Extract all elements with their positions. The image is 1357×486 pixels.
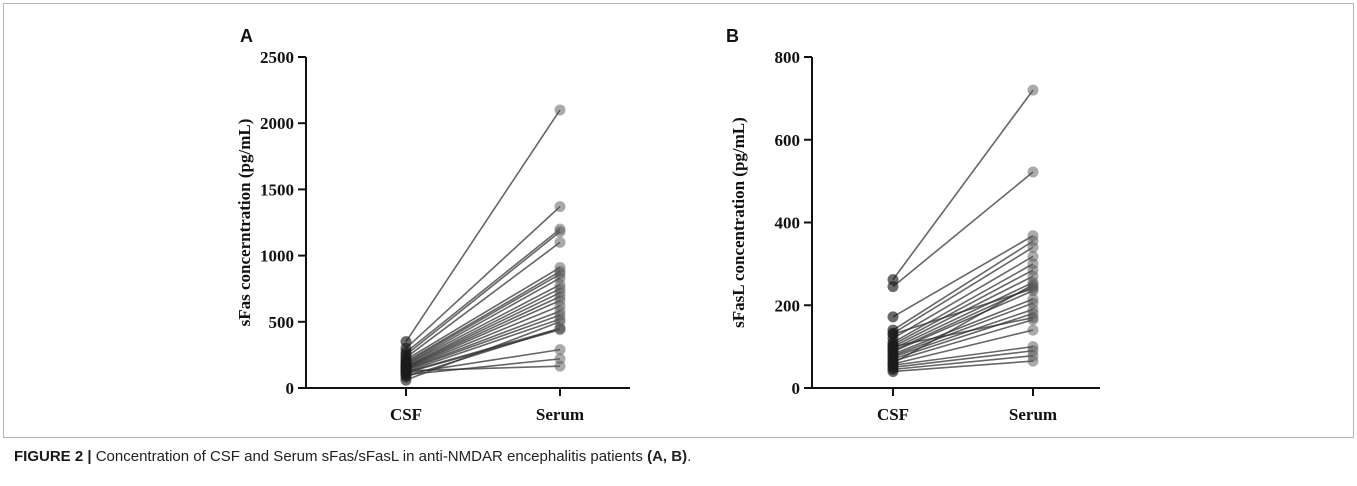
panel-a-x-tick-label: CSF <box>390 405 422 424</box>
panel-b-pair-line <box>892 316 1034 348</box>
figure-caption: FIGURE 2 | Concentration of CSF and Seru… <box>14 448 691 465</box>
panel-a-y-tick-label: 2500 <box>260 48 294 67</box>
panel-b-pair-line <box>892 235 1034 318</box>
panel-b: B 0 200 400 600 800 CSF Serum sFasL concentratio… <box>726 26 1100 424</box>
panel-b-y-tick-label: 800 <box>775 48 801 67</box>
panel-a-serum-point <box>554 104 566 116</box>
panel-b-serum-point <box>1027 283 1039 295</box>
panel-a-pair-line <box>405 266 561 361</box>
panel-a-pair-line <box>405 295 561 369</box>
caption-end: . <box>687 448 692 465</box>
panel-b-pair-line <box>892 312 1034 360</box>
panel-b-pair-line <box>892 263 1034 344</box>
panel-b-csf-point <box>887 357 899 369</box>
panel-a-serum-point <box>554 226 566 238</box>
panel-a-pair-line <box>405 305 561 370</box>
panel-b-pair-line <box>892 246 1034 335</box>
panel-a-pair-line <box>405 109 561 343</box>
panel-a-y-tick-label: 500 <box>269 313 295 332</box>
panel-b-pair-line <box>892 171 1034 288</box>
panel-a-pair-line <box>405 284 561 366</box>
panel-b-pair-line <box>892 281 1034 350</box>
panel-b-x-tick-label: Serum <box>1009 405 1057 424</box>
panel-b-pair-line <box>892 349 1034 369</box>
panel-a-letter: A <box>240 26 253 46</box>
panel-b-serum-point <box>1027 312 1039 324</box>
panel-a-y-tick-label: 2000 <box>260 114 294 133</box>
figure-border <box>3 3 1354 438</box>
panel-b-y-tick-label: 0 <box>792 379 801 398</box>
panel-b-serum-point <box>1027 324 1039 336</box>
panel-a-pair-line <box>405 327 561 378</box>
panel-a-x-tick-label: Serum <box>536 405 584 424</box>
panel-a-serum-point <box>554 236 566 248</box>
panel-b-serum-point <box>1027 166 1039 178</box>
panel-b-csf-point <box>887 365 899 377</box>
panel-a-pair-line <box>405 228 561 353</box>
panel-b-y-tick-label: 400 <box>775 214 801 233</box>
panel-a-y-tick-label: 0 <box>286 379 295 398</box>
panel-b-csf-point <box>887 341 899 353</box>
panel-a-pair-line <box>405 318 561 373</box>
panel-b-pair-line <box>892 345 1034 367</box>
panel-a-serum-point <box>554 344 566 356</box>
caption-text: Concentration of CSF and Serum sFas/sFas… <box>91 448 648 465</box>
panel-b-y-tick-label: 600 <box>775 131 801 150</box>
panel-b-pair-line <box>892 269 1034 346</box>
panel-b-y-tick-label: 200 <box>775 296 801 315</box>
panel-a-pair-line <box>405 291 561 368</box>
panel-b-pair-line <box>892 318 1034 362</box>
panel-a-pair-line <box>405 299 561 369</box>
caption-panels: (A, B) <box>647 448 688 465</box>
panel-a-pair-line <box>405 287 561 367</box>
panel-b-csf-point <box>887 328 899 340</box>
panel-a-serum-point <box>554 316 566 328</box>
panel-a-pair-line <box>405 231 561 356</box>
panel-b-x-tick-label: CSF <box>877 405 909 424</box>
panel-b-pair-line <box>892 354 1034 371</box>
panel-b-pair-line <box>892 240 1034 331</box>
panel-b-csf-point <box>887 311 899 323</box>
panel-a-pair-line <box>405 321 561 381</box>
panel-b-csf-point <box>887 281 899 293</box>
panel-a-serum-point <box>554 360 566 372</box>
panel-a: A 0 500 1000 1500 2000 2500 CSF Serum sFas concer… <box>235 26 630 424</box>
panel-b-pair-line <box>892 360 1034 373</box>
panel-a-pair-line <box>405 277 561 365</box>
panel-b-letter: B <box>726 26 739 46</box>
panel-a-y-tick-label: 1000 <box>260 247 294 266</box>
panel-a-pair-line <box>405 310 561 371</box>
panel-a-serum-point <box>554 201 566 213</box>
panel-b-serum-point <box>1027 355 1039 367</box>
panel-a-pair-line <box>405 270 561 363</box>
panel-a-pair-line <box>405 241 561 359</box>
panel-b-pair-line <box>892 89 1034 281</box>
panel-a-pair-line <box>405 273 561 364</box>
panel-a-y-tick-label: 1500 <box>260 180 294 199</box>
panel-b-pair-line <box>892 308 1034 358</box>
panel-b-pair-line <box>892 302 1034 357</box>
panel-b-pair-line <box>892 329 1034 365</box>
panel-b-pair-line <box>892 298 1034 355</box>
caption-label: FIGURE 2 | <box>14 448 92 465</box>
panel-b-pair-line <box>892 287 1034 335</box>
panel-b-serum-point <box>1027 84 1039 96</box>
panel-b-pair-line <box>892 283 1034 364</box>
panel-a-csf-point <box>400 374 412 386</box>
panel-a-pair-line <box>405 358 561 376</box>
panel-a-y-axis-title: sFas concerntration (pg/mL) <box>235 119 254 327</box>
panel-b-pair-line <box>892 255 1034 340</box>
panel-b-y-axis-title: sFasL concentration (pg/mL) <box>729 117 748 328</box>
panel-a-pair-line <box>405 314 561 371</box>
panel-b-serum-point <box>1027 241 1039 253</box>
panel-a-pair-line <box>405 206 561 349</box>
